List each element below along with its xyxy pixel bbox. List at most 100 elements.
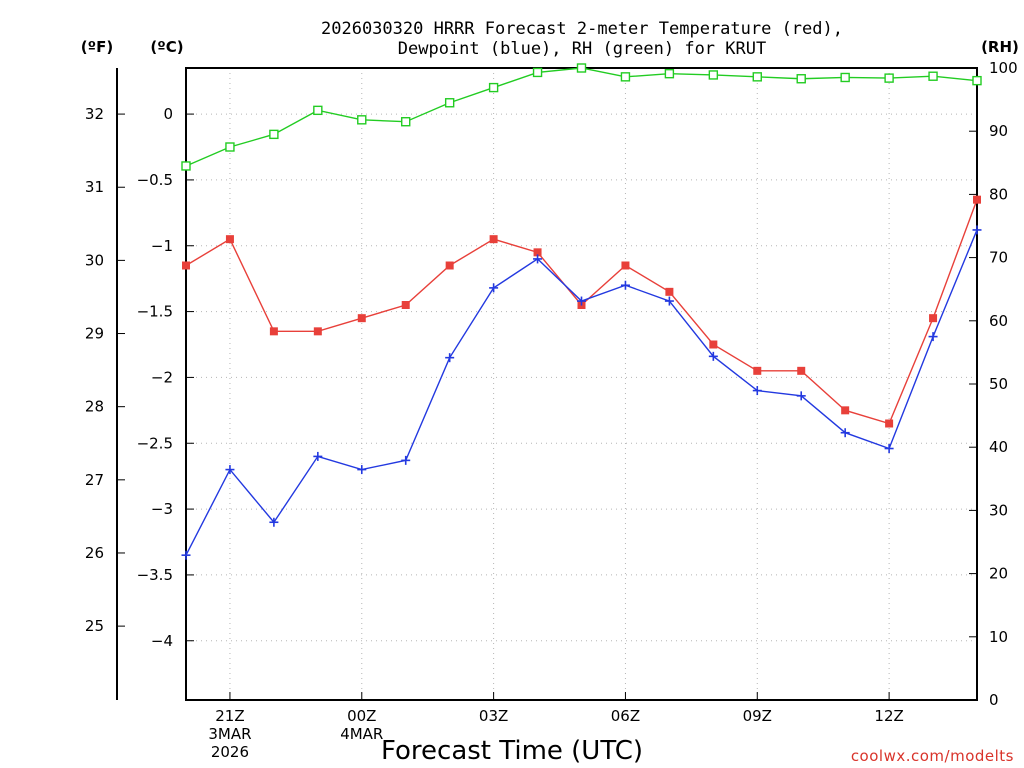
fahrenheit-tick-label: 31 <box>85 178 104 196</box>
x-axis-label: Forecast Time (UTC) <box>381 736 643 766</box>
fahrenheit-tick-label: 30 <box>85 251 104 269</box>
dewpoint-point <box>269 517 279 527</box>
rh-point <box>884 73 894 83</box>
dewpoint-point <box>664 296 674 306</box>
rh-tick-label: 50 <box>989 375 1008 393</box>
temperature-point <box>621 261 630 270</box>
celsius-tick-label: 0 <box>163 105 173 123</box>
temperature-point <box>929 314 938 323</box>
x-tick-label: 03Z <box>479 707 508 725</box>
temperature-series <box>182 195 981 428</box>
temperature-point <box>753 366 762 375</box>
source-credit[interactable]: coolwx.com/modelts <box>851 747 1014 765</box>
temperature-point <box>885 419 894 428</box>
celsius-tick-label: −3.5 <box>137 566 173 584</box>
celsius-tick-label: −4 <box>151 632 173 650</box>
rh-point <box>708 70 719 80</box>
celsius-unit-label: (ºC) <box>150 38 183 56</box>
rh-point <box>444 98 455 108</box>
rh-point <box>620 72 631 82</box>
x-tick-label: 4MAR <box>340 725 383 743</box>
rh-tick-label: 0 <box>989 691 999 709</box>
x-tick-label: 21Z <box>215 707 244 725</box>
dewpoint-point <box>401 455 411 465</box>
tick-labels: 32 31 30 29 28 27 26 25 0 −0.5 −1 −1.5 −2 −2.5 −3 −3.5 −… <box>85 59 1018 761</box>
rh-point <box>181 161 191 171</box>
celsius-tick-label: −1.5 <box>137 303 173 321</box>
dewpoint-point <box>928 332 938 342</box>
dewpoint-point <box>577 296 586 306</box>
rh-tick-label: 100 <box>989 59 1018 77</box>
rh-point <box>532 67 543 78</box>
dewpoint-point <box>796 391 806 401</box>
rh-point <box>488 82 499 93</box>
data-series <box>181 63 982 560</box>
x-tick-label: 12Z <box>874 707 903 725</box>
rh-tick-label: 70 <box>989 249 1008 267</box>
temperature-point <box>533 248 542 257</box>
rh-series <box>181 63 982 171</box>
celsius-tick-label: −3 <box>151 500 173 518</box>
temperature-point <box>665 287 674 296</box>
grid-lines <box>186 68 977 700</box>
temperature-point <box>709 340 718 349</box>
rh-unit-label: (RH) <box>981 38 1019 56</box>
rh-point <box>664 68 675 79</box>
temperature-point <box>445 261 454 270</box>
chart-title-line-1: 2026030320 HRRR Forecast 2-meter Tempera… <box>321 19 843 39</box>
rh-tick-label: 60 <box>989 312 1008 330</box>
rh-point <box>269 129 279 140</box>
dewpoint-point <box>972 225 982 235</box>
celsius-tick-label: −0.5 <box>137 171 173 189</box>
rh-tick-label: 80 <box>989 185 1008 203</box>
dewpoint-point <box>357 465 367 475</box>
temperature-point <box>973 195 981 204</box>
dewpoint-point <box>884 444 894 454</box>
fahrenheit-unit-label: (ºF) <box>81 38 113 56</box>
rh-point <box>840 72 850 83</box>
temperature-point <box>313 327 322 336</box>
temperature-point <box>182 261 190 270</box>
rh-point <box>972 75 982 86</box>
dewpoint-point <box>533 254 543 264</box>
rh-point <box>357 115 367 125</box>
celsius-tick-label: −2 <box>151 368 173 386</box>
dewpoint-series <box>181 225 982 560</box>
dewpoint-point <box>620 280 630 290</box>
series-line <box>185 229 978 556</box>
fahrenheit-tick-label: 26 <box>85 544 104 562</box>
fahrenheit-tick-label: 28 <box>85 398 104 416</box>
chart-title-line-2: Dewpoint (blue), RH (green) for KRUT <box>398 39 766 59</box>
series-line <box>185 67 978 167</box>
fahrenheit-tick-label: 25 <box>85 617 104 635</box>
x-tick-label: 09Z <box>743 707 772 725</box>
rh-point <box>225 142 235 152</box>
fahrenheit-tick-label: 32 <box>85 105 104 123</box>
rh-point <box>928 71 938 81</box>
celsius-tick-label: −2.5 <box>137 434 173 452</box>
fahrenheit-tick-label: 27 <box>85 471 104 489</box>
rh-tick-label: 10 <box>989 628 1008 646</box>
rh-point <box>576 63 587 73</box>
rh-tick-label: 30 <box>989 501 1008 519</box>
x-tick-label: 3MAR <box>208 725 251 743</box>
rh-tick-label: 90 <box>989 122 1008 140</box>
temperature-point <box>225 235 234 244</box>
dewpoint-point <box>313 451 323 461</box>
temperature-point <box>489 235 498 244</box>
fahrenheit-tick-label: 29 <box>85 325 104 343</box>
rh-tick-label: 20 <box>989 565 1008 583</box>
dewpoint-point <box>181 550 191 560</box>
dewpoint-point <box>840 428 850 438</box>
dewpoint-point <box>708 351 718 361</box>
temperature-point <box>797 366 806 375</box>
axes <box>116 67 978 701</box>
dewpoint-point <box>445 353 455 363</box>
rh-point <box>401 117 411 127</box>
temperature-point <box>357 314 366 323</box>
dewpoint-point <box>225 465 235 475</box>
rh-point <box>752 72 762 82</box>
dewpoint-point <box>489 283 499 293</box>
rh-tick-label: 40 <box>989 438 1008 456</box>
x-tick-label: 06Z <box>611 707 640 725</box>
